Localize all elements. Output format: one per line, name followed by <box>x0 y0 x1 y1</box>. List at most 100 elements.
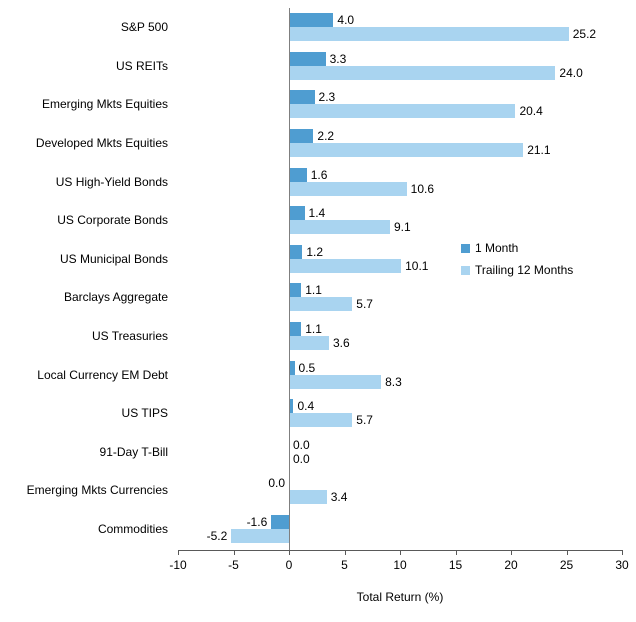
value-label: 24.0 <box>559 65 583 80</box>
legend-swatch <box>461 243 470 253</box>
legend-item: 1 Month <box>461 241 573 255</box>
bar-track: 2.2 21.1 <box>178 124 622 163</box>
bar-track: 0.0 3.4 <box>178 471 622 510</box>
x-tick-mark <box>233 550 235 555</box>
value-label: 1.2 <box>306 244 323 259</box>
bar-1-month <box>289 167 307 182</box>
value-label: 21.1 <box>527 143 551 158</box>
category-label: S&P 500 <box>120 20 168 35</box>
value-label: -1.6 <box>246 515 268 530</box>
bar-1-month <box>289 206 305 221</box>
category-row: US High-Yield Bonds 1.6 10.6 <box>0 162 622 201</box>
x-tick-label: 0 <box>285 558 293 572</box>
bar-1-month <box>289 13 334 28</box>
x-axis-title: Total Return (%) <box>356 590 444 604</box>
bar-trailing-12-months <box>289 490 327 505</box>
bar-track: 0.0 0.0 <box>178 433 622 472</box>
bar-track: 1.6 10.6 <box>178 162 622 201</box>
category-row: US Treasuries 1.1 3.6 <box>0 317 622 356</box>
bar-trailing-12-months <box>289 374 382 389</box>
category-row: Commodities -1.6 -5.2 <box>0 510 622 549</box>
value-label: 2.2 <box>317 129 335 144</box>
bar-trailing-12-months <box>289 104 516 119</box>
bar-trailing-12-months <box>289 181 407 196</box>
value-label: 5.7 <box>356 413 373 428</box>
category-row: Developed Mkts Equities 2.2 21.1 <box>0 124 622 163</box>
category-label: Developed Mkts Equities <box>35 136 168 151</box>
bar-rows: S&P 500 4.0 25.2 US REITs 3.3 24.0 Emerging Mk… <box>0 8 622 548</box>
value-label: 1.1 <box>305 283 322 298</box>
category-row: US TIPS 0.4 5.7 <box>0 394 622 433</box>
bar-trailing-12-months <box>289 413 353 428</box>
bar-1-month <box>289 283 302 298</box>
bar-1-month <box>289 244 303 259</box>
x-tick-label: 5 <box>341 558 348 572</box>
category-label: Local Currency EM Debt <box>37 367 168 382</box>
bar-1-month <box>289 360 295 375</box>
bar-1-month <box>289 399 294 414</box>
legend-label: Trailing 12 Months <box>475 263 574 277</box>
bar-track: 0.4 5.7 <box>178 394 622 433</box>
value-label: 4.0 <box>337 13 355 28</box>
bar-1-month <box>289 129 314 144</box>
value-label: 3.3 <box>329 51 347 66</box>
bar-track: 1.1 3.6 <box>178 317 622 356</box>
x-tick-label: 20 <box>504 558 518 572</box>
category-label: Emerging Mkts Equities <box>41 97 168 112</box>
x-tick-mark <box>622 550 623 555</box>
category-label: Emerging Mkts Currencies <box>26 483 168 498</box>
bar-track: 2.3 20.4 <box>178 85 622 124</box>
bar-trailing-12-months <box>231 529 289 544</box>
bar-trailing-12-months <box>289 297 353 312</box>
value-label: 0.4 <box>297 399 315 414</box>
category-row: Emerging Mkts Equities 2.3 20.4 <box>0 85 622 124</box>
x-tick-label: 30 <box>615 558 629 572</box>
value-label: 10.1 <box>405 258 429 273</box>
category-label: US Treasuries <box>91 329 168 344</box>
x-tick-mark <box>289 550 290 555</box>
value-label: 5.7 <box>356 297 373 312</box>
value-label: 10.6 <box>410 181 435 196</box>
value-label: 3.6 <box>332 336 350 351</box>
category-row: Emerging Mkts Currencies 0.0 3.4 <box>0 471 622 510</box>
bar-track: 0.5 8.3 <box>178 355 622 394</box>
value-label: 0.0 <box>293 437 310 452</box>
bar-trailing-12-months <box>289 336 329 351</box>
x-tick-label: -10 <box>169 558 187 572</box>
bar-1-month <box>289 90 315 105</box>
value-label: 2.3 <box>318 90 336 105</box>
x-tick-mark <box>344 550 346 555</box>
value-label: 8.3 <box>385 374 402 389</box>
value-label: 0.0 <box>268 476 285 491</box>
legend-swatch <box>461 265 470 275</box>
category-row: Local Currency EM Debt 0.5 8.3 <box>0 355 622 394</box>
x-tick-mark <box>455 550 457 555</box>
zero-axis-line <box>289 8 290 550</box>
category-label: US Municipal Bonds <box>59 251 168 266</box>
category-row: S&P 500 4.0 25.2 <box>0 8 622 47</box>
x-tick-mark <box>566 550 568 555</box>
bar-trailing-12-months <box>289 258 402 273</box>
value-label: 0.5 <box>298 360 316 375</box>
bar-track: -1.6 -5.2 <box>178 510 622 549</box>
x-tick-mark <box>178 550 179 555</box>
x-tick-label: 10 <box>393 558 407 572</box>
bar-track: 3.3 24.0 <box>178 47 622 86</box>
bar-1-month <box>289 322 302 337</box>
value-label: 9.1 <box>394 220 411 235</box>
value-label: 25.2 <box>572 27 597 42</box>
x-tick-label: -5 <box>228 558 239 572</box>
x-tick-label: 25 <box>559 558 574 572</box>
category-label: US REITs <box>115 58 168 73</box>
value-label: 0.0 <box>293 451 310 466</box>
bar-track: 1.4 9.1 <box>178 201 622 240</box>
x-tick-label: 15 <box>448 558 463 572</box>
category-label: US TIPS <box>121 406 168 421</box>
legend-item: Trailing 12 Months <box>461 263 573 277</box>
value-label: 1.4 <box>308 206 326 221</box>
legend: 1 Month Trailing 12 Months <box>461 241 573 285</box>
bar-track: 1.1 5.7 <box>178 278 622 317</box>
category-label: US Corporate Bonds <box>57 213 168 228</box>
x-tick-mark <box>511 550 512 555</box>
